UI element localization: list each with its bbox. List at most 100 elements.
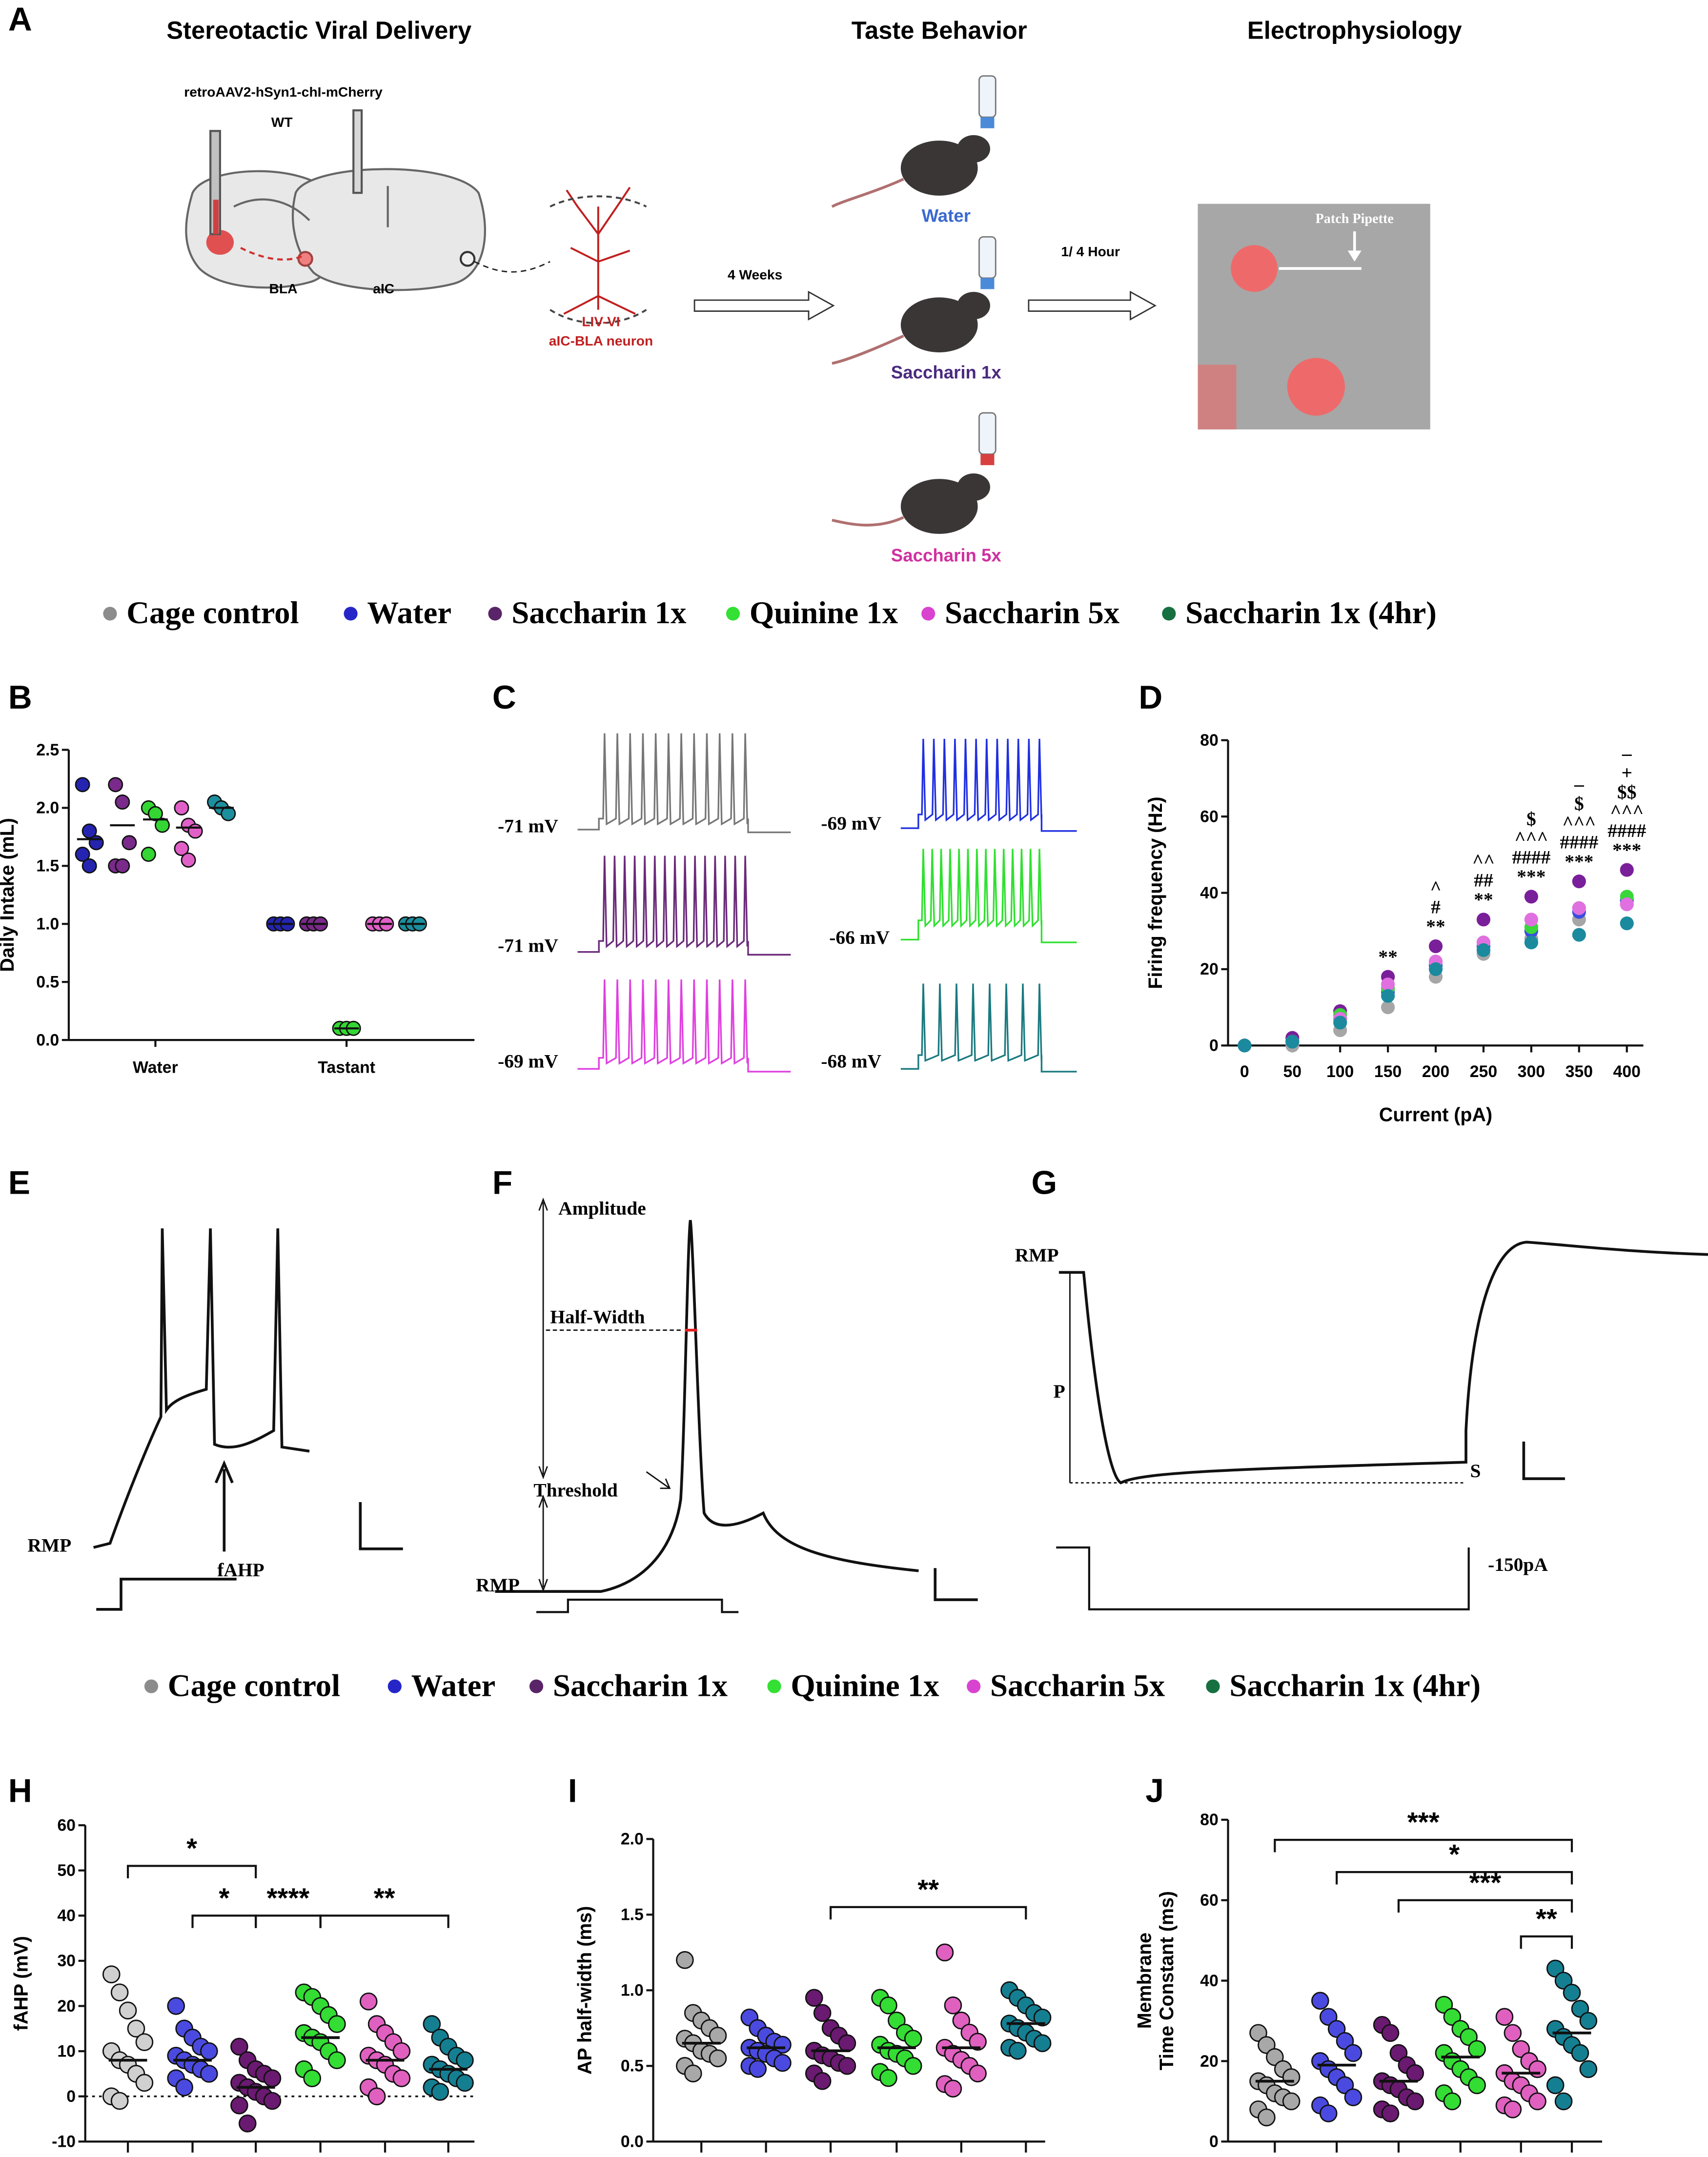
data-point [102,1965,121,1984]
arrow [474,261,550,273]
legend-label: Saccharin 1x [553,1668,728,1703]
data-point [1311,1992,1329,2010]
data-point [952,2012,971,2030]
panel-g [1056,1241,1708,1610]
y-tick-label: 60 [1200,1891,1219,1910]
x-tick-label: 200 [1422,1062,1449,1081]
data-point [1282,2092,1301,2111]
data-point [749,2060,767,2078]
bottle-label: Saccharin 5x [891,545,1002,565]
data-point [879,2069,897,2087]
voltage-trace [900,738,1077,832]
data-point [1528,2092,1546,2111]
legend-swatch [767,1679,781,1693]
x-tick-label: 150 [1374,1062,1402,1081]
significance-bracket [1336,1871,1573,1885]
legend-label: Water [411,1668,496,1703]
data-point [187,823,203,839]
section-title: Taste Behavior [852,17,1027,44]
data-point [1468,2040,1486,2058]
data-point [1468,2076,1486,2095]
data-point [1528,2060,1546,2078]
trace-label: Amplitude [558,1198,646,1219]
trace-label: Threshold [533,1480,617,1501]
data-point [1579,2012,1598,2030]
significance-label: ** [1378,946,1397,967]
legend-label: Cage control [168,1668,340,1703]
data-point [935,1943,954,1962]
data-point [1460,2028,1478,2046]
legend-label: Quinine 1x [791,1668,939,1703]
data-point [969,2064,987,2083]
y-tick-label: 40 [1200,1972,1219,1990]
data-point [392,2042,411,2060]
data-point [1572,875,1586,889]
panel-letter: J [1145,1772,1164,1809]
data-point [1381,989,1395,1003]
micrograph [1198,203,1430,429]
scale-bar [359,1502,403,1550]
data-point [456,2051,474,2069]
significance-bracket [319,1914,449,1928]
panel-letter: D [1139,679,1162,716]
data-point [367,2087,386,2106]
data-point [1546,1959,1565,1978]
data-point [155,817,170,833]
voltage-trace [900,983,1077,1073]
data-point [423,2015,441,2033]
data-point [1572,901,1586,915]
x-tick-label: Water [133,1058,178,1077]
significance-label: * [1449,1839,1460,1870]
significance-label: ** [374,1882,395,1913]
region-label: BLA [269,281,298,296]
significance-label: – [1574,773,1584,795]
data-point [1546,2076,1565,2095]
trace-label: RMP [476,1574,520,1596]
significance-label: $ [1526,808,1536,830]
data-point [1495,2008,1514,2026]
y-tick-label: 0 [1209,2133,1219,2151]
y-tick-label: 0.0 [36,1031,59,1049]
data-point [1620,897,1634,912]
trace-label: fAHP [217,1559,264,1581]
data-point [221,806,236,821]
data-point [1554,2092,1573,2111]
trace-label: RMP [27,1534,71,1556]
section-title: Stereotactic Viral Delivery [166,17,471,44]
significance-label: *** [1407,1807,1440,1837]
significance-label: ^^ [1472,850,1495,872]
data-point [1443,2008,1462,2026]
y-tick-label: 0.5 [36,973,59,991]
legend-swatch [103,607,117,621]
data-point [1282,2068,1301,2086]
arrow [214,1460,234,1552]
y-axis-label: Membrane [1134,1933,1156,2029]
pipette-label: Patch Pipette [1316,211,1394,226]
y-tick-label: 40 [1200,884,1219,902]
data-point [1563,1984,1581,2002]
significance-bracket [1274,1839,1573,1852]
data-point [813,2004,832,2022]
legend-label: Water [367,595,451,631]
legend-swatch [344,607,358,621]
data-point [1319,2008,1338,2026]
panel-letter: B [8,679,32,716]
data-point [1344,2044,1362,2062]
data-point [1033,2034,1052,2053]
significance-label: ^^^ [1515,827,1548,849]
data-point [944,2079,962,2098]
scale-bar [1522,1441,1565,1480]
voltage-trace [577,979,791,1073]
significance-label: ** [1536,1903,1557,1934]
significance-label: *** [1565,851,1593,872]
trace-label: Half-Width [550,1306,645,1328]
y-tick-label: 1.5 [36,857,59,875]
bottle-label: Saccharin 1x [891,363,1002,383]
x-tick-label: 350 [1566,1062,1593,1081]
data-point [1406,2092,1424,2111]
data-point [1344,2088,1362,2106]
rmp-label: -69 mV [498,1050,558,1072]
data-point [431,2083,449,2101]
